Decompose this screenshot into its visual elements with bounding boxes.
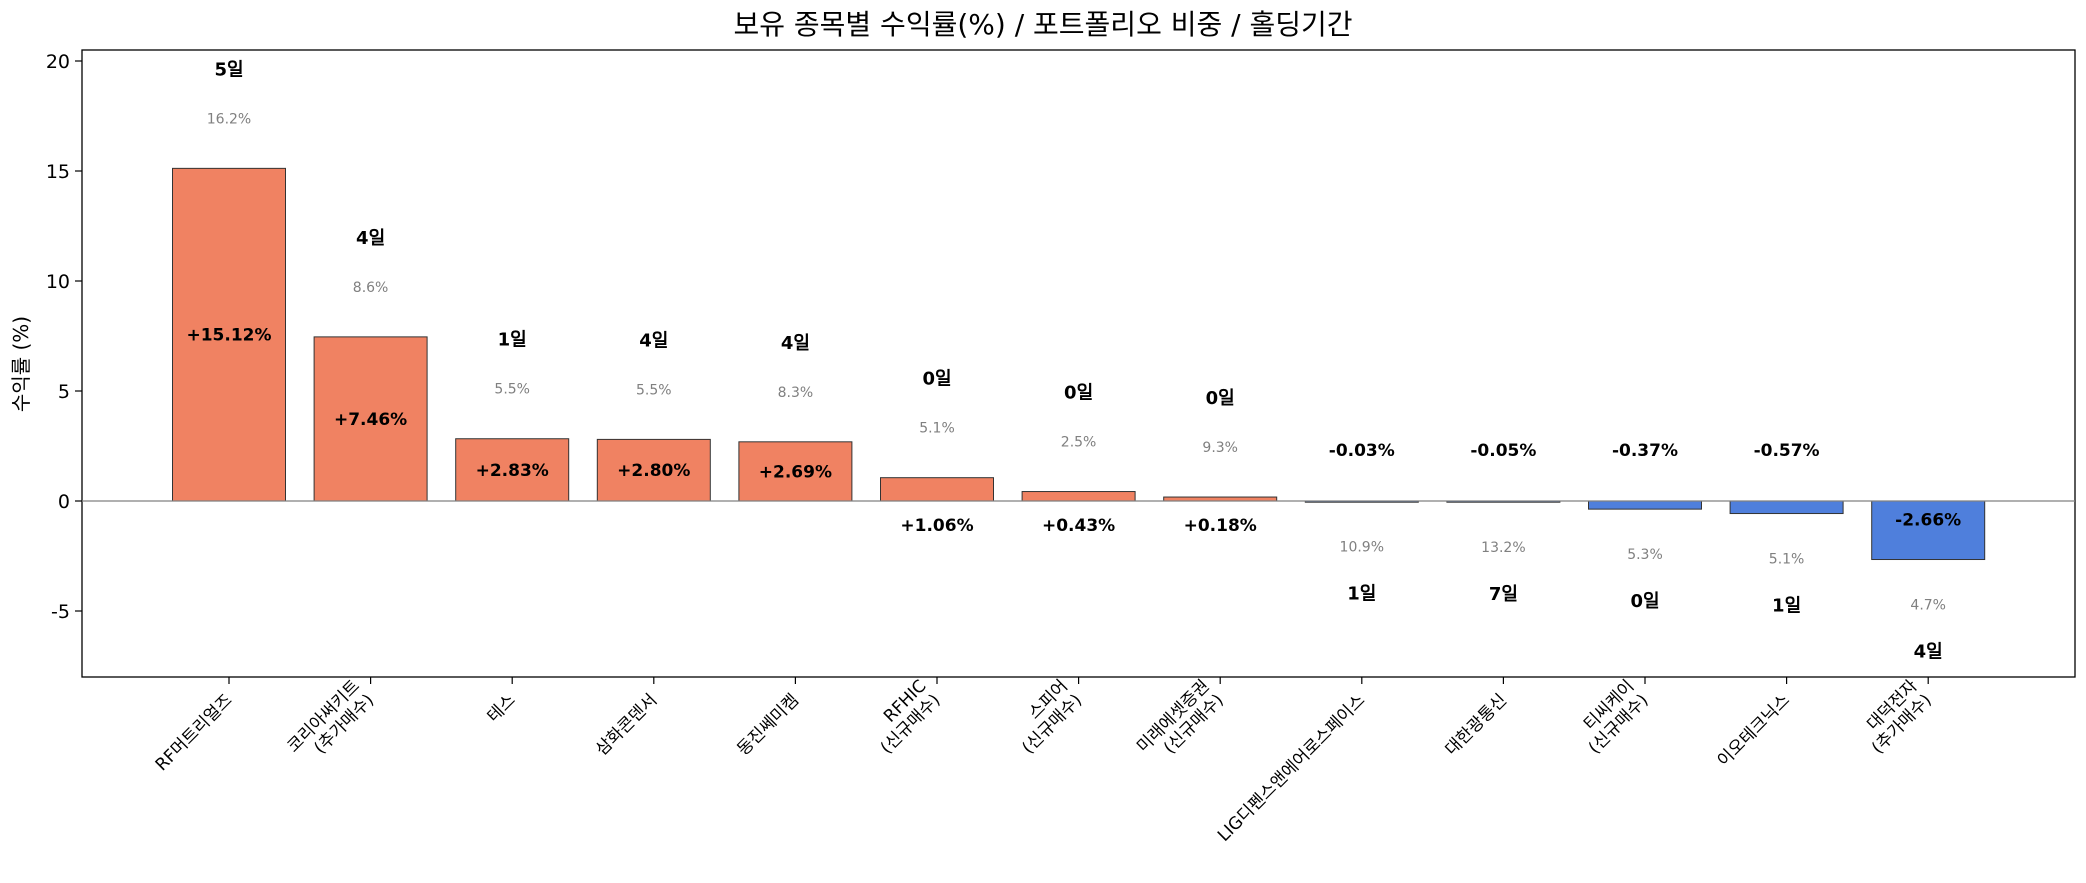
chart-title: 보유 종목별 수익률(%) / 포트폴리오 비중 / 홀딩기간 <box>733 8 1352 41</box>
y-tick-label: 10 <box>46 271 70 293</box>
y-tick-label: -5 <box>51 601 70 623</box>
bar-value-label: -0.37% <box>1612 441 1678 461</box>
holding-days-label: 1일 <box>1347 584 1376 605</box>
holding-days-label: 1일 <box>498 330 527 351</box>
holding-days-label: 1일 <box>1772 596 1801 617</box>
holding-days-label: 4일 <box>1914 642 1943 663</box>
holding-days-label: 0일 <box>1206 388 1235 409</box>
y-tick-label: 0 <box>58 491 70 513</box>
x-tick-label: 미래에셋증권(신규매수) <box>1133 676 1228 771</box>
bar-value-label: +2.69% <box>759 462 832 482</box>
portfolio-weight-label: 5.3% <box>1627 547 1663 563</box>
bar <box>1871 500 1986 561</box>
y-tick-label: 5 <box>58 381 70 403</box>
x-tick-label-line: 테스 <box>483 690 519 726</box>
x-tick-label: 동진쎄미켐 <box>733 690 802 759</box>
bar <box>1588 500 1702 510</box>
x-tick-label: RF머트리얼즈 <box>152 690 237 775</box>
bar-value-label: -0.03% <box>1329 441 1395 461</box>
bar <box>172 167 286 502</box>
portfolio-weight-label: 8.3% <box>778 385 814 401</box>
bar <box>880 477 994 502</box>
portfolio-weight-label: 4.7% <box>1910 598 1946 614</box>
x-tick-label-line: 이오테크닉스 <box>1714 690 1794 770</box>
bar <box>455 438 570 502</box>
portfolio-weight-label: 13.2% <box>1481 540 1525 556</box>
x-tick-label-line: 삼화콘덴서 <box>592 690 661 759</box>
holding-days-label: 4일 <box>639 330 668 351</box>
x-tick-label: 티씨케이(신규매수) <box>1571 676 1653 758</box>
bar-value-label: +0.43% <box>1042 516 1115 536</box>
bar-value-label: -0.05% <box>1470 441 1536 461</box>
x-tick-label-line: 대한광통신 <box>1441 690 1510 759</box>
holding-days-label: 0일 <box>922 369 951 390</box>
x-tick-label: 테스 <box>483 690 519 726</box>
bar <box>1021 491 1136 502</box>
x-tick-label: 대한광통신 <box>1441 690 1510 759</box>
portfolio-weight-label: 10.9% <box>1340 540 1384 556</box>
y-axis-label: 수익률 (%) <box>9 316 33 412</box>
x-tick-label: 대덕전자(추가매수) <box>1854 676 1936 758</box>
portfolio-weight-label: 5.1% <box>919 421 955 437</box>
x-tick-label: RFHIC(신규매수) <box>863 676 945 758</box>
bar <box>313 336 428 502</box>
bar-value-label: +7.46% <box>334 410 407 430</box>
holding-days-label: 4일 <box>356 228 385 249</box>
portfolio-weight-label: 5.1% <box>1769 552 1805 568</box>
bar <box>1729 500 1844 515</box>
x-tick-label-line: RF머트리얼즈 <box>152 690 237 775</box>
bar-value-label: +15.12% <box>186 326 271 346</box>
holding-days-label: 0일 <box>1630 591 1659 612</box>
bar-value-label: -2.66% <box>1895 511 1961 531</box>
holding-days-label: 4일 <box>781 333 810 354</box>
x-tick-label: LIG디펜스앤에어로스페이스 <box>1214 690 1369 845</box>
x-tick-label: 코리아써키트(추가매수) <box>283 676 378 771</box>
bar-value-label: +2.83% <box>476 461 549 481</box>
bar-value-label: +2.80% <box>617 461 690 481</box>
x-tick-label: 스피어(신규매수) <box>1004 676 1086 758</box>
x-tick-label: 이오테크닉스 <box>1714 690 1794 770</box>
x-tick-label-line: LIG디펜스앤에어로스페이스 <box>1214 690 1369 845</box>
plot-area: -5 0 5 10 15 20 +15.12% 16.2% 5일 RF머트리얼즈 +7.46% 8.6… <box>46 49 2076 846</box>
holding-days-label: 7일 <box>1489 584 1518 605</box>
bar-value-label: +1.06% <box>900 516 973 536</box>
portfolio-weight-label: 5.5% <box>494 382 530 398</box>
portfolio-weight-label: 9.3% <box>1202 440 1238 456</box>
portfolio-weight-label: 16.2% <box>207 111 251 127</box>
portfolio-weight-label: 2.5% <box>1061 435 1097 451</box>
y-tick-label: 15 <box>46 161 70 183</box>
portfolio-weight-label: 8.6% <box>353 280 389 296</box>
bar-value-label: -0.57% <box>1754 441 1820 461</box>
y-tick-label: 20 <box>46 51 70 73</box>
holding-days-label: 5일 <box>214 59 243 80</box>
bar-value-label: +0.18% <box>1184 516 1257 536</box>
x-tick-label: 삼화콘덴서 <box>592 690 661 759</box>
portfolio-weight-label: 5.5% <box>636 382 672 398</box>
holding-days-label: 0일 <box>1064 383 1093 404</box>
x-tick-label-line: 동진쎄미켐 <box>733 690 802 759</box>
